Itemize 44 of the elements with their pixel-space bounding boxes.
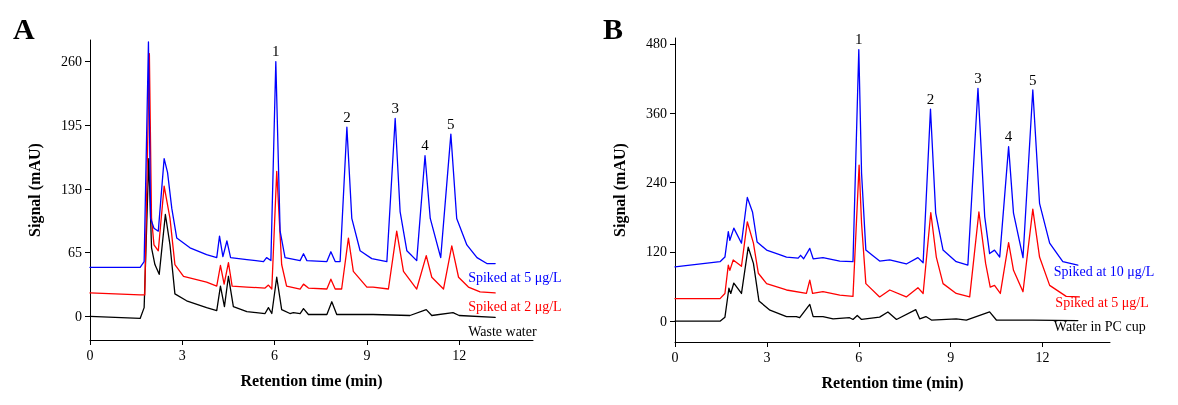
chart-title: B: [603, 11, 624, 45]
series-label: Waste water: [468, 323, 537, 339]
x-tick-label: 0: [671, 349, 679, 365]
annotation: 5: [1029, 71, 1037, 88]
y-axis-title: Signal (mAU): [25, 143, 44, 237]
annotation: 4: [1004, 128, 1013, 145]
annotation: 4: [421, 137, 430, 154]
x-tick-label: 12: [1035, 349, 1050, 365]
y-tick-label: 240: [646, 174, 667, 190]
x-axis-title: Retention time (min): [240, 371, 383, 390]
x-tick-label: 12: [452, 347, 467, 363]
x-tick-label: 6: [855, 349, 863, 365]
x-axis-title: Retention time (min): [821, 373, 964, 392]
x-tick-label: 6: [271, 347, 279, 363]
y-tick-label: 260: [61, 54, 82, 70]
annotation: 3: [391, 99, 399, 116]
x-tick-label: 3: [763, 349, 771, 365]
line-series: [674, 48, 1079, 268]
annotation: 5: [447, 115, 455, 132]
series-label: Spiked at 2 μg/L: [468, 299, 562, 315]
y-tick-label: 480: [646, 36, 667, 52]
y-tick-label: 0: [75, 308, 82, 324]
line-series: [89, 41, 496, 269]
annotation: 1: [855, 31, 863, 48]
annotation: 1: [272, 43, 280, 60]
y-tick-label: 130: [61, 181, 82, 197]
x-tick-label: 9: [363, 347, 371, 363]
series-label: Water in PC cup: [1053, 319, 1146, 335]
annotation: 2: [926, 90, 935, 107]
annotation: 2: [343, 108, 351, 125]
y-tick-label: 195: [61, 117, 82, 133]
y-tick-label: 360: [646, 105, 667, 121]
y-tick-label: 0: [660, 313, 667, 329]
x-tick-label: 9: [947, 349, 955, 365]
y-tick-label: 65: [68, 245, 82, 261]
x-tick-label: 0: [86, 347, 94, 363]
series-label: Spiked at 5 μg/L: [468, 270, 562, 286]
series-label: Spiked at 10 μg/L: [1053, 263, 1155, 279]
chart-title: A: [13, 11, 35, 45]
series-label: Spiked at 5 μg/L: [1055, 295, 1149, 311]
annotation: 3: [974, 69, 982, 86]
x-tick-label: 3: [178, 347, 186, 363]
y-tick-label: 120: [646, 244, 667, 260]
y-axis-title: Signal (mAU): [610, 143, 629, 237]
